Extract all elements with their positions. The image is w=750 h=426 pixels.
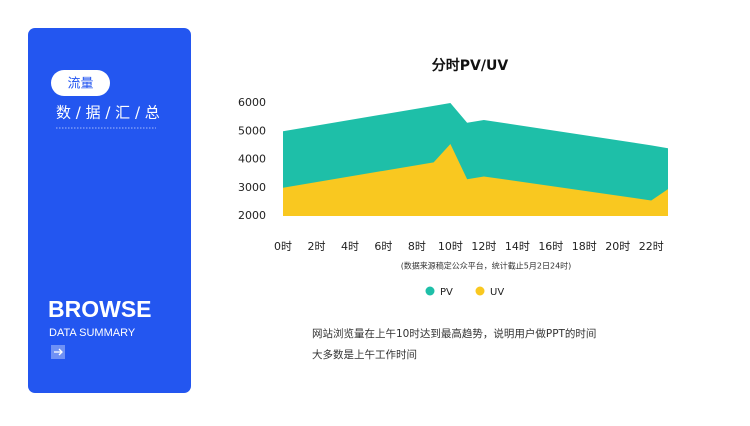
description-line: 网站浏览量在上午10时达到最高趋势，说明用户做PPT的时间 [312,327,596,340]
chart-title: 分时PV/UV [432,57,509,74]
panel-heading: 数 / 据 / 汇 / 总 [56,104,160,122]
x-tick-label: 16时 [538,240,563,253]
x-tick-label: 18时 [572,240,597,253]
x-tick-label: 6时 [374,240,392,253]
y-tick-label: 2000 [238,209,266,222]
legend-label: UV [490,287,504,298]
y-tick-label: 5000 [238,124,266,137]
y-tick-label: 6000 [238,96,266,109]
brand-sub: DATA SUMMARY [49,327,136,339]
y-tick-label: 3000 [238,181,266,194]
side-panel [28,28,191,393]
brand: BROWSE [48,296,152,322]
tag-pill [51,70,110,96]
x-tick-label: 0时 [274,240,292,253]
x-tick-label: 22时 [639,240,664,253]
arrow-icon [54,348,63,356]
x-tick-label: 4时 [341,240,359,253]
legend-swatch [425,286,435,296]
chart-note: (数据来源稿定公众平台，统计截止5月2日24时) [401,261,572,271]
x-tick-label: 20时 [605,240,630,253]
x-tick-label: 12时 [471,240,496,253]
x-tick-label: 8时 [408,240,426,253]
legend-swatch [475,286,485,296]
description-line: 大多数是上午工作时间 [312,348,417,361]
x-tick-label: 2时 [307,240,325,253]
y-tick-label: 4000 [238,153,266,166]
area [283,143,668,216]
legend-label: PV [440,287,453,298]
x-tick-label: 14时 [505,240,530,253]
x-tick-label: 10时 [438,240,463,253]
tag-text: 流量 [67,77,93,92]
